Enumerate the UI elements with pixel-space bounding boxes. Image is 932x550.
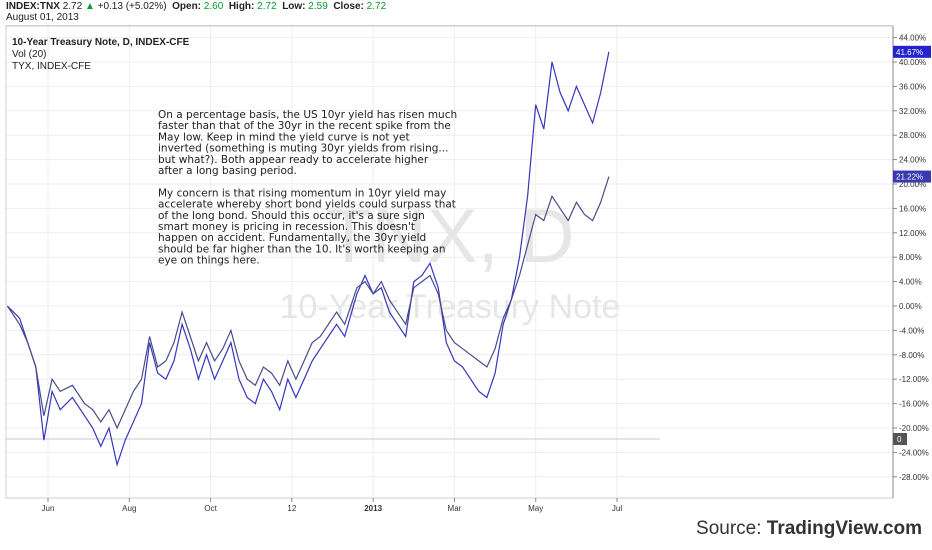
vol-last-value-badge-bg	[893, 433, 907, 445]
y-tick-label: 8.00%	[899, 253, 922, 262]
high-value: 2.72	[257, 1, 277, 12]
annotation-line: should be far higher than the 10. It's w…	[158, 243, 445, 255]
annotation-line: after a long basing period.	[158, 165, 297, 177]
x-tick-label: 2013	[364, 504, 382, 513]
series-group	[6, 51, 610, 467]
x-tick-label: Aug	[122, 504, 136, 513]
y-tick-label: 24.00%	[899, 156, 926, 165]
y-tick-label: 36.00%	[899, 82, 926, 91]
y-tick-label: 4.00%	[899, 278, 922, 287]
y-tick-label: 16.00%	[899, 204, 926, 213]
y-tick-label: -24.00%	[899, 448, 929, 457]
high-label: High:	[228, 1, 255, 12]
open-label: Open:	[172, 1, 202, 12]
annotation-line: accelerate whereby short bond yields cou…	[158, 199, 456, 211]
tnx-last-value-badge: 41.67%	[896, 48, 923, 57]
x-tick-label: Mar	[448, 504, 462, 513]
annotation-line: happen on accident. Fundamentally, the 3…	[158, 232, 426, 244]
close-label: Close:	[333, 1, 364, 12]
symbol: INDEX:TNX	[6, 1, 60, 12]
y-tick-label: 20.00%	[899, 180, 926, 189]
annotation-line: May low. Keep in mind the yield curve is…	[158, 131, 410, 143]
open-value: 2.60	[203, 1, 224, 12]
y-tick-label: 44.00%	[899, 34, 926, 43]
tyx-last-value-badge: 21.22%	[896, 173, 923, 182]
y-tick-label: -12.00%	[899, 375, 929, 384]
last-value-badges: 41.67% 21.22% 0	[893, 45, 931, 445]
close-value: 2.72	[366, 1, 387, 12]
legend-title: 10-Year Treasury Note, D, INDEX-CFE	[12, 37, 190, 48]
legend-vol: Vol (20)	[12, 49, 46, 60]
up-arrow-icon: ▲	[84, 1, 95, 12]
low-value: 2.59	[308, 1, 328, 12]
y-axis-ticks: 44.00% 40.00% 36.00% 32.00% 28.00% 24.00% 20.0…	[893, 34, 929, 482]
y-tick-label: 40.00%	[899, 58, 926, 67]
y-tick-label: 0.00%	[899, 302, 922, 311]
source-credit: Source: TradingView.com	[696, 518, 922, 540]
annotation-line: of the long bond. Should this occur, it'…	[158, 210, 425, 222]
source-brand: TradingView.com	[766, 518, 922, 539]
annotation-line: smart money is pricing in recession. Thi…	[158, 221, 415, 233]
x-tick-label: 12	[287, 504, 296, 513]
y-tick-label: -28.00%	[899, 473, 929, 482]
quote-date: August 01, 2013	[6, 12, 79, 23]
source-prefix: Source:	[696, 518, 767, 539]
annotation-line: On a percentage basis, the US 10yr yield…	[158, 109, 457, 121]
y-tick-label: 32.00%	[899, 107, 926, 116]
vol-last-value-badge: 0	[897, 435, 902, 444]
watermark-symbol: TNX, D	[325, 194, 574, 279]
legend-compare: TYX, INDEX-CFE	[12, 61, 91, 72]
annotation-line: eye on things here.	[158, 255, 260, 267]
y-tick-label: 28.00%	[899, 131, 926, 140]
y-tick-label: -8.00%	[899, 351, 924, 360]
price-change: +0.13 (+5.02%)	[97, 1, 167, 12]
annotation-line: but what?). Both appear ready to acceler…	[158, 154, 429, 166]
annotation-line: faster than that of the 30yr in the rece…	[158, 120, 451, 132]
quote-header: INDEX:TNX 2.72 ▲ +0.13 (+5.02%) Open: 2.…	[6, 1, 386, 12]
y-tick-label: 12.00%	[899, 229, 926, 238]
y-tick-label: -16.00%	[899, 400, 929, 409]
annotation-text: On a percentage basis, the US 10yr yield…	[158, 109, 457, 267]
y-tick-label: -20.00%	[899, 424, 929, 433]
watermark: TNX, D 10-Year Treasury Note	[280, 194, 621, 326]
x-tick-label: Jun	[42, 504, 55, 513]
y-tick-label: -4.00%	[899, 326, 924, 335]
watermark-name: 10-Year Treasury Note	[280, 288, 621, 326]
series-line-tyx	[6, 176, 610, 430]
annotation-line: My concern is that rising momentum in 10…	[158, 187, 446, 199]
legend: 10-Year Treasury Note, D, INDEX-CFE Vol …	[12, 37, 190, 72]
annotation-line: inverted (something is muting 30yr yield…	[158, 143, 448, 155]
x-axis-ticks: Jun Aug Oct 12 2013 Mar May Jul	[42, 498, 622, 513]
x-tick-label: Oct	[204, 504, 217, 513]
low-label: Low:	[282, 1, 306, 12]
tyx-last-value-badge-bg	[893, 170, 931, 183]
x-tick-label: Jul	[612, 504, 622, 513]
x-tick-label: May	[528, 504, 543, 513]
tnx-last-value-badge-bg	[893, 45, 931, 58]
last-price: 2.72	[62, 1, 83, 12]
